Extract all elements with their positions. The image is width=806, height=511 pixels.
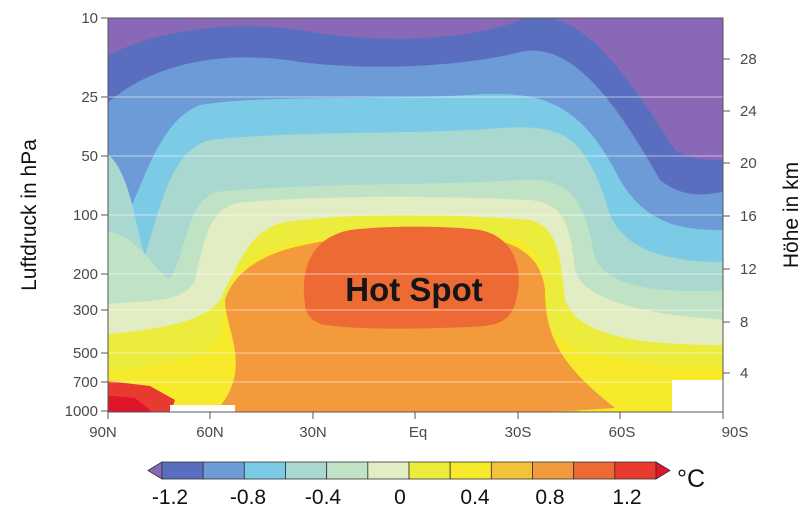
h-tick-12: 12 — [723, 261, 757, 278]
y-tick-500: 500 — [73, 345, 108, 362]
missing-data-patch — [672, 380, 723, 412]
x-tick-label: 90N — [89, 424, 117, 441]
y-tick-label: 200 — [73, 266, 98, 283]
h-tick-label: 28 — [740, 51, 757, 68]
y-tick-label: 1000 — [65, 403, 98, 420]
h-tick-4: 4 — [723, 365, 748, 382]
colorbar-swatch — [202, 461, 245, 480]
y-axis-left-title: Luftdruck in hPa — [18, 139, 41, 291]
colorbar-label: -0.4 — [305, 486, 342, 509]
x-tick-90N: 90N — [89, 412, 117, 441]
y-tick-25: 25 — [81, 89, 108, 106]
colorbar-swatch — [490, 461, 533, 480]
y-tick-700: 700 — [73, 374, 108, 391]
h-tick-label: 4 — [740, 365, 748, 382]
h-tick-8: 8 — [723, 314, 748, 331]
colorbar-swatch — [614, 461, 657, 480]
colorbar-swatch — [243, 461, 286, 480]
y-tick-50: 50 — [81, 148, 108, 165]
y-tick-100: 100 — [73, 207, 108, 224]
colorbar-swatch — [408, 461, 451, 480]
h-tick-label: 12 — [740, 261, 757, 278]
h-tick-28: 28 — [723, 51, 757, 68]
colorbar-label: 0.8 — [535, 486, 564, 509]
contour-band — [303, 226, 519, 329]
colorbar-swatch — [161, 461, 204, 480]
x-tick-label: 60S — [609, 424, 636, 441]
h-tick-24: 24 — [723, 103, 757, 120]
colorbar-label: 0.4 — [460, 486, 490, 509]
h-tick-label: 20 — [740, 155, 757, 172]
y-tick-200: 200 — [73, 266, 108, 283]
x-tick-60S: 60S — [609, 412, 636, 441]
level-lines — [108, 96, 723, 383]
h-tick-label: 8 — [740, 314, 748, 331]
colorbar-swatch — [367, 461, 410, 480]
y-axis-right-title: Höhe in km — [780, 162, 803, 268]
colorbar-unit: °C — [677, 465, 705, 493]
colorbar-swatch — [532, 461, 575, 480]
x-tick-90S: 90S — [722, 412, 749, 441]
x-tick-60N: 60N — [196, 412, 224, 441]
colorbar-swatch — [147, 461, 163, 480]
colorbar-swatch — [285, 461, 328, 480]
h-tick-label: 24 — [740, 103, 757, 120]
missing-data-patch — [170, 405, 235, 412]
right-axis: 28 24 20 16 12 8 4 — [723, 51, 757, 382]
x-tick-30N: 30N — [299, 412, 327, 441]
colorbar-label: 0 — [394, 486, 406, 509]
y-tick-label: 50 — [81, 148, 98, 165]
colorbar-labels: -1.2 -0.8 -0.4 0 0.4 0.8 1.2 — [152, 486, 642, 509]
colorbar-label: -0.8 — [230, 486, 266, 509]
y-tick-label: 25 — [81, 89, 98, 106]
y-tick-10: 10 — [81, 10, 108, 27]
h-tick-label: 16 — [740, 208, 757, 225]
h-tick-16: 16 — [723, 208, 757, 225]
colorbar-label: -1.2 — [152, 486, 188, 509]
colorbar-label: 1.2 — [612, 486, 641, 509]
x-tick-label: 60N — [196, 424, 224, 441]
y-tick-label: 300 — [73, 302, 98, 319]
plot-area — [108, 18, 723, 412]
contour-band — [108, 395, 150, 412]
hot-spot-annotation: Hot Spot — [345, 271, 482, 308]
colorbar — [147, 461, 671, 480]
y-tick-label: 500 — [73, 345, 98, 362]
x-tick-eq: Eq — [409, 412, 427, 441]
x-tick-label: Eq — [409, 424, 427, 441]
x-tick-label: 30N — [299, 424, 327, 441]
x-tick-label: 30S — [505, 424, 532, 441]
colorbar-swatch — [326, 461, 369, 480]
colorbar-swatch — [573, 461, 616, 480]
y-tick-label: 10 — [81, 10, 98, 27]
x-tick-label: 90S — [722, 424, 749, 441]
y-tick-300: 300 — [73, 302, 108, 319]
x-axis: 90N 60N 30N Eq 30S 60S 90S — [89, 412, 748, 441]
y-tick-label: 100 — [73, 207, 98, 224]
h-tick-20: 20 — [723, 155, 757, 172]
x-tick-30S: 30S — [505, 412, 532, 441]
left-axis: 10 25 50 100 200 300 500 700 1000 — [65, 10, 108, 420]
y-tick-label: 700 — [73, 374, 98, 391]
y-tick-1000: 1000 — [65, 403, 108, 420]
colorbar-swatch — [655, 461, 671, 480]
colorbar-swatch — [449, 461, 492, 480]
